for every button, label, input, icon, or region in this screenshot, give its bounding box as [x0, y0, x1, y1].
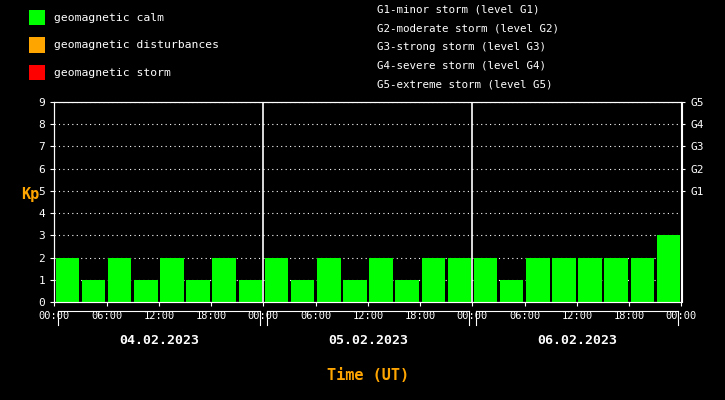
Bar — [108, 258, 131, 302]
FancyBboxPatch shape — [29, 10, 45, 26]
Bar — [552, 258, 576, 302]
Bar — [239, 280, 262, 302]
Bar — [82, 280, 105, 302]
Bar — [421, 258, 445, 302]
Y-axis label: Kp: Kp — [21, 187, 39, 202]
Bar — [265, 258, 289, 302]
Bar — [447, 258, 471, 302]
Text: G2-moderate storm (level G2): G2-moderate storm (level G2) — [377, 24, 559, 34]
Bar — [212, 258, 236, 302]
FancyBboxPatch shape — [29, 65, 45, 80]
Text: Time (UT): Time (UT) — [327, 368, 409, 384]
Bar — [186, 280, 210, 302]
Bar — [657, 235, 680, 302]
Bar — [395, 280, 419, 302]
Bar — [317, 258, 341, 302]
Text: G5-extreme storm (level G5): G5-extreme storm (level G5) — [377, 79, 552, 89]
Bar — [134, 280, 157, 302]
Text: geomagnetic calm: geomagnetic calm — [54, 13, 165, 23]
Bar — [605, 258, 628, 302]
Text: geomagnetic storm: geomagnetic storm — [54, 68, 171, 78]
Bar — [579, 258, 602, 302]
Bar — [369, 258, 393, 302]
Text: geomagnetic disturbances: geomagnetic disturbances — [54, 40, 220, 50]
Text: G1-minor storm (level G1): G1-minor storm (level G1) — [377, 5, 539, 15]
Text: G4-severe storm (level G4): G4-severe storm (level G4) — [377, 61, 546, 71]
Bar — [631, 258, 654, 302]
Text: 05.02.2023: 05.02.2023 — [328, 334, 408, 348]
Bar — [160, 258, 183, 302]
Bar — [473, 258, 497, 302]
Text: 04.02.2023: 04.02.2023 — [119, 334, 199, 348]
Bar — [526, 258, 550, 302]
Text: 06.02.2023: 06.02.2023 — [537, 334, 617, 348]
Bar — [291, 280, 315, 302]
FancyBboxPatch shape — [29, 37, 45, 53]
Bar — [56, 258, 79, 302]
Bar — [500, 280, 523, 302]
Text: G3-strong storm (level G3): G3-strong storm (level G3) — [377, 42, 546, 52]
Bar — [343, 280, 367, 302]
